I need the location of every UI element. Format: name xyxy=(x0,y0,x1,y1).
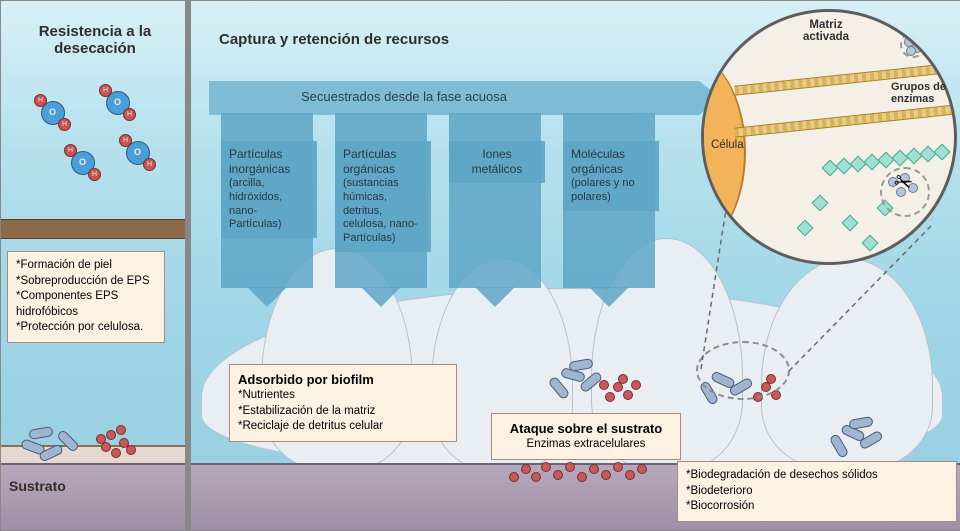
zoom-matrix-label: Matriz activada xyxy=(791,19,861,43)
zoom-cell-label: Célula xyxy=(711,139,744,151)
diagram-root: Sustrato Resistencia a la desecación O H… xyxy=(0,0,960,531)
zoom-cell-body xyxy=(701,52,746,252)
zoom-enzymes-label: Grupos de enzimas xyxy=(891,81,959,105)
zoom-circle: ✂ xyxy=(701,9,957,265)
zoom-enzyme-cluster-1 xyxy=(900,32,926,58)
